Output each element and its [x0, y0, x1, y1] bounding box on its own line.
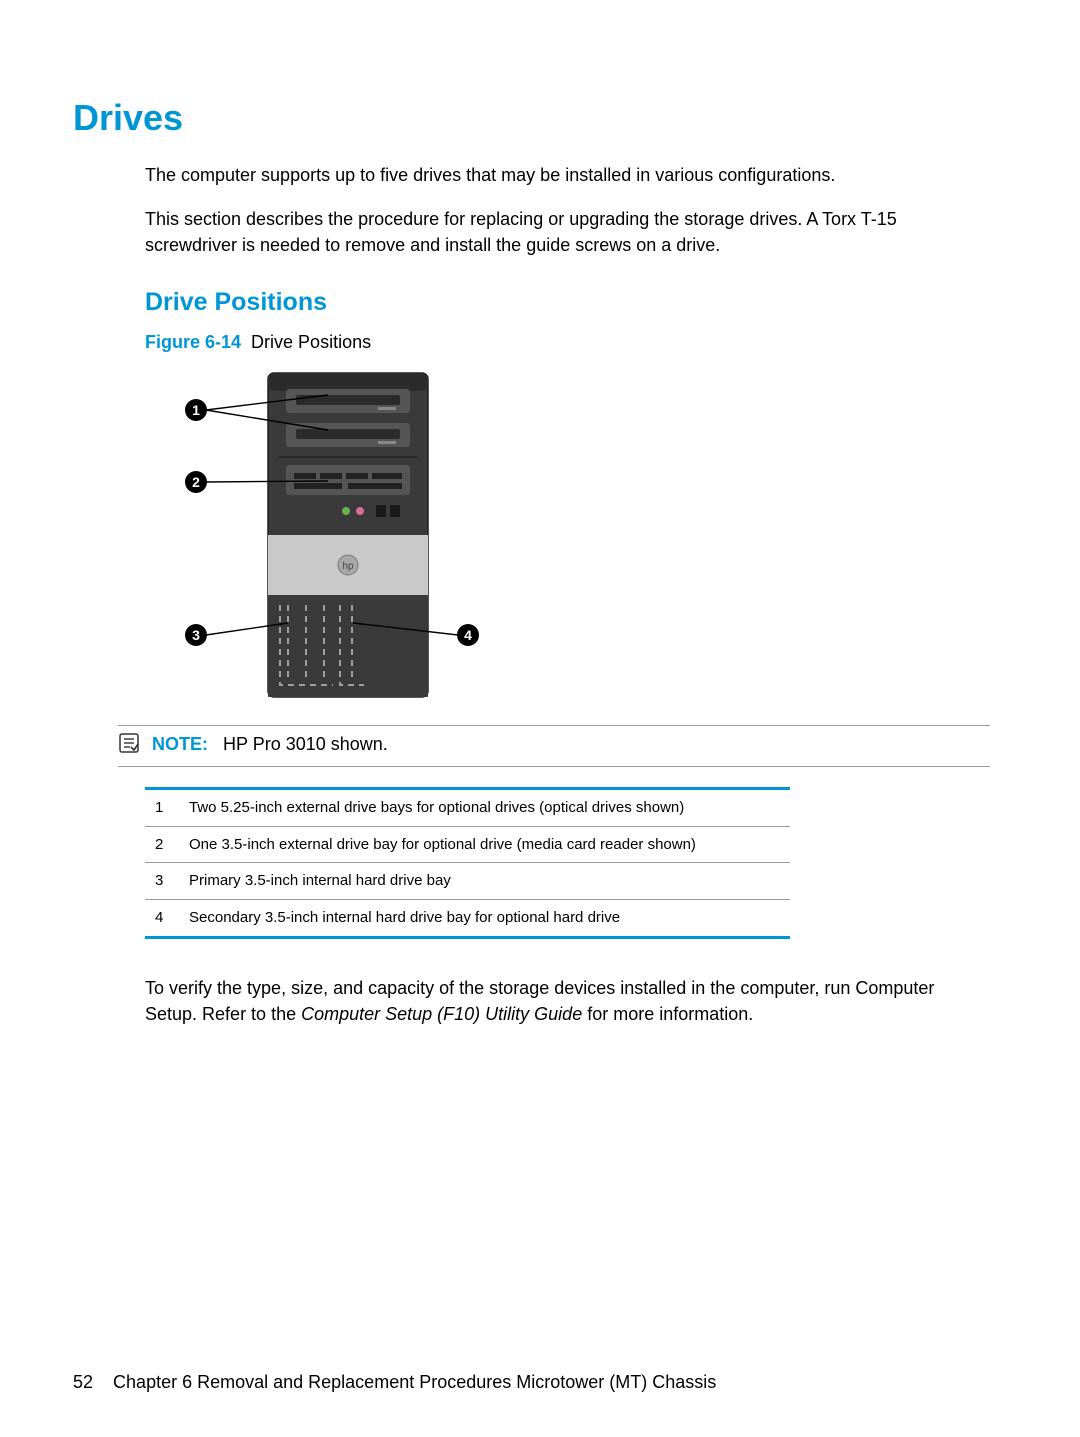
note-label: NOTE:: [152, 734, 208, 754]
table-cell-number: 4: [145, 900, 183, 938]
verify-text-b: for more information.: [582, 1004, 753, 1024]
callout-3: 3: [185, 624, 207, 646]
verify-paragraph: To verify the type, size, and capacity o…: [145, 975, 990, 1027]
svg-text:hp: hp: [342, 561, 354, 572]
callout-1: 1: [185, 399, 207, 421]
table-cell-number: 2: [145, 826, 183, 863]
intro-paragraph-1: The computer supports up to five drives …: [145, 162, 990, 188]
note: NOTE: HP Pro 3010 shown.: [118, 725, 990, 767]
table-row: 3Primary 3.5-inch internal hard drive ba…: [145, 863, 790, 900]
table-cell-number: 1: [145, 788, 183, 826]
callout-2: 2: [185, 471, 207, 493]
figure-label: Figure 6-14: [145, 332, 241, 352]
page-heading: Drives: [73, 92, 990, 144]
svg-text:4: 4: [464, 627, 472, 643]
table-row: 4Secondary 3.5-inch internal hard drive …: [145, 900, 790, 938]
table-cell-description: Two 5.25-inch external drive bays for op…: [183, 788, 790, 826]
table-cell-description: Primary 3.5-inch internal hard drive bay: [183, 863, 790, 900]
callout-4: 4: [457, 624, 479, 646]
table-cell-number: 3: [145, 863, 183, 900]
drive-position-table: 1Two 5.25-inch external drive bays for o…: [145, 787, 790, 939]
page-number: 52: [73, 1372, 93, 1392]
figure-caption: Figure 6-14 Drive Positions: [145, 329, 990, 355]
table-cell-description: Secondary 3.5-inch internal hard drive b…: [183, 900, 790, 938]
figure-drive-positions: hp 1 2 3 4: [178, 365, 990, 705]
table-row: 2One 3.5-inch external drive bay for opt…: [145, 826, 790, 863]
subheading: Drive Positions: [145, 284, 990, 320]
note-text: HP Pro 3010 shown.: [223, 734, 388, 754]
table-cell-description: One 3.5-inch external drive bay for opti…: [183, 826, 790, 863]
verify-text-italic: Computer Setup (F10) Utility Guide: [301, 1004, 582, 1024]
intro-paragraph-2: This section describes the procedure for…: [145, 206, 990, 258]
note-icon: [118, 732, 140, 761]
page-footer: 52 Chapter 6 Removal and Replacement Pro…: [73, 1369, 716, 1395]
svg-text:1: 1: [192, 402, 200, 418]
tower-illustration: hp 1 2 3 4: [178, 365, 488, 705]
chapter-title: Chapter 6 Removal and Replacement Proced…: [113, 1372, 716, 1392]
table-row: 1Two 5.25-inch external drive bays for o…: [145, 788, 790, 826]
svg-text:2: 2: [192, 474, 200, 490]
svg-text:3: 3: [192, 627, 200, 643]
figure-caption-text: Drive Positions: [251, 332, 371, 352]
